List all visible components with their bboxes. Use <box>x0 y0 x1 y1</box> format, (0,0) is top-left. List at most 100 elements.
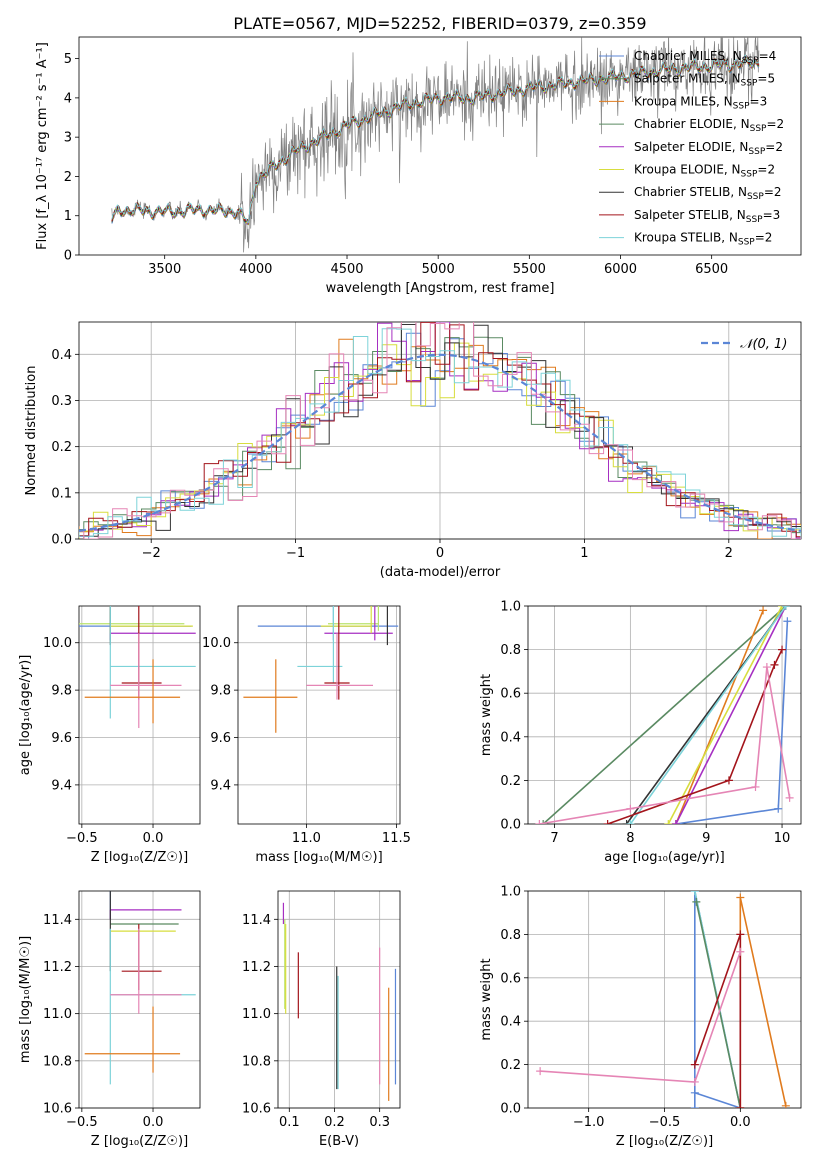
legend-subscript: SSP <box>747 192 764 202</box>
legend-subscript: SSP <box>742 56 759 66</box>
legend-label: Chabrier STELIB, NSSP=2 <box>634 185 782 202</box>
legend-label: Chabrier MILES, NSSP=4 <box>634 49 776 66</box>
plus-marker <box>736 893 745 902</box>
y-axis-label: Flux [f_λ 10⁻¹⁷ erg cm⁻² s⁻¹ A⁻¹] <box>35 42 50 250</box>
y-tick-label: 10.0 <box>43 636 72 651</box>
legend-label: 𝒩(0, 1) <box>740 337 787 352</box>
y-axis-label: Normed distribution <box>24 366 39 496</box>
weight-line <box>667 606 783 824</box>
y-axis-label: mass weight <box>479 674 494 756</box>
model-spectrum-line <box>111 54 760 224</box>
y-tick-label: 10.8 <box>43 1054 72 1069</box>
y-tick-label: 0.8 <box>500 928 521 943</box>
weight-line <box>675 610 764 824</box>
legend-text: Kroupa STELIB, N <box>634 231 738 245</box>
x-tick-label: −0.5 <box>649 1115 681 1130</box>
legend-subscript: SSP <box>750 124 767 134</box>
y-tick-label: 0.6 <box>500 971 521 986</box>
weight-line <box>694 1092 741 1108</box>
axes-frame <box>237 605 401 825</box>
x-tick-label: 10 <box>774 831 791 846</box>
y-axis-label: mass [log₁₀(M/M☉)] <box>18 936 33 1063</box>
plus-marker <box>603 820 612 824</box>
y-tick-label: 10.6 <box>242 1102 271 1117</box>
y-tick-label: 9.4 <box>210 778 231 793</box>
weight-line <box>695 901 742 1108</box>
x-axis-label: mass [log₁₀(M/M☉)] <box>255 850 382 865</box>
legend-label: Kroupa MILES, NSSP=3 <box>634 94 767 111</box>
weight-line <box>539 666 791 824</box>
histogram-step <box>79 322 801 539</box>
plus-marker <box>671 820 680 824</box>
error-bars <box>84 891 196 1085</box>
model-spectrum-line <box>111 54 759 224</box>
y-tick-label: 0.6 <box>500 687 521 702</box>
plus-marker <box>724 776 733 785</box>
weight-line <box>675 606 787 824</box>
legend-text: Salpeter STELIB, N <box>634 208 746 222</box>
observed-spectrum <box>111 37 760 253</box>
legend-text: =5 <box>757 72 775 86</box>
x-tick-label: 0 <box>436 546 444 561</box>
x-axis-label: Z [log₁₀(Z/Z☉)] <box>91 850 188 865</box>
plus-marker <box>736 947 745 956</box>
x-tick-label: 6000 <box>604 262 637 277</box>
plus-marker <box>536 1067 545 1076</box>
plus-marker <box>778 645 787 654</box>
plus-marker <box>664 820 673 824</box>
y-tick-label: 1.0 <box>500 885 521 900</box>
weight-lines <box>535 606 794 824</box>
y-tick-label: 0.0 <box>51 533 72 548</box>
y-tick-label: 2 <box>64 170 72 185</box>
error-bars <box>79 606 196 729</box>
y-tick-label: 9.6 <box>51 731 72 746</box>
axes-frame <box>78 890 201 1109</box>
legend-subscript: SSP <box>746 215 763 225</box>
y-tick-label: 0.4 <box>500 1015 521 1030</box>
axes-frame <box>277 890 401 1109</box>
gaussian-curve <box>79 353 801 532</box>
y-tick-label: 9.6 <box>210 731 231 746</box>
plus-marker <box>736 930 745 939</box>
plus-marker <box>690 1060 699 1069</box>
plus-marker <box>778 606 787 610</box>
plus-marker <box>774 804 783 813</box>
histogram-step <box>79 322 801 538</box>
error-bars <box>282 902 397 1101</box>
legend-text: Chabrier ELODIE, N <box>634 117 750 131</box>
x-tick-label: 11.0 <box>292 831 321 846</box>
plus-marker <box>783 617 792 626</box>
x-tick-label: 0.2 <box>324 1115 345 1130</box>
plus-marker <box>535 820 544 824</box>
histogram-step <box>79 328 801 539</box>
massweight-vs-Z-panel: −1.0 −0.5 0.0 0.0 0.2 0.4 0.6 0.8 1.0 Z [log₁₀(Z/… <box>479 885 802 1149</box>
x-axis-label: wavelength [Angstrom, rest frame] <box>326 281 555 296</box>
x-tick-label: 4500 <box>330 262 363 277</box>
age-vs-Z-panel: −0.5 0.0 9.4 9.6 9.8 10.0 Z [log₁₀(Z/Z☉)] age [… <box>18 605 201 865</box>
x-tick-label: 0.1 <box>279 1115 300 1130</box>
legend-label: Salpeter STELIB, NSSP=3 <box>634 208 780 225</box>
y-tick-label: 11.4 <box>242 913 271 928</box>
y-tick-label: 0.1 <box>51 486 72 501</box>
legend-label: Kroupa ELODIE, NSSP=2 <box>634 163 775 180</box>
legend-text: =3 <box>750 94 768 108</box>
y-tick-label: 11.0 <box>43 1007 72 1022</box>
y-tick-label: 0 <box>64 249 72 264</box>
x-axis-label: Z [log₁₀(Z/Z☉)] <box>616 1134 713 1149</box>
plus-marker <box>759 606 768 615</box>
x-tick-label: 11.5 <box>382 831 411 846</box>
x-tick-label: −0.5 <box>66 831 98 846</box>
x-axis-label: E(B-V) <box>319 1134 359 1149</box>
axes-frame <box>78 605 201 825</box>
axes-frame <box>527 890 802 1109</box>
plus-marker <box>781 606 790 610</box>
x-tick-label: 6500 <box>695 262 728 277</box>
plus-marker <box>692 897 701 906</box>
legend-subscript: SSP <box>748 147 765 157</box>
legend-text: =2 <box>755 231 773 245</box>
x-tick-label: 7 <box>550 831 558 846</box>
spectrum-lines <box>111 37 760 253</box>
plus-marker <box>626 804 635 813</box>
